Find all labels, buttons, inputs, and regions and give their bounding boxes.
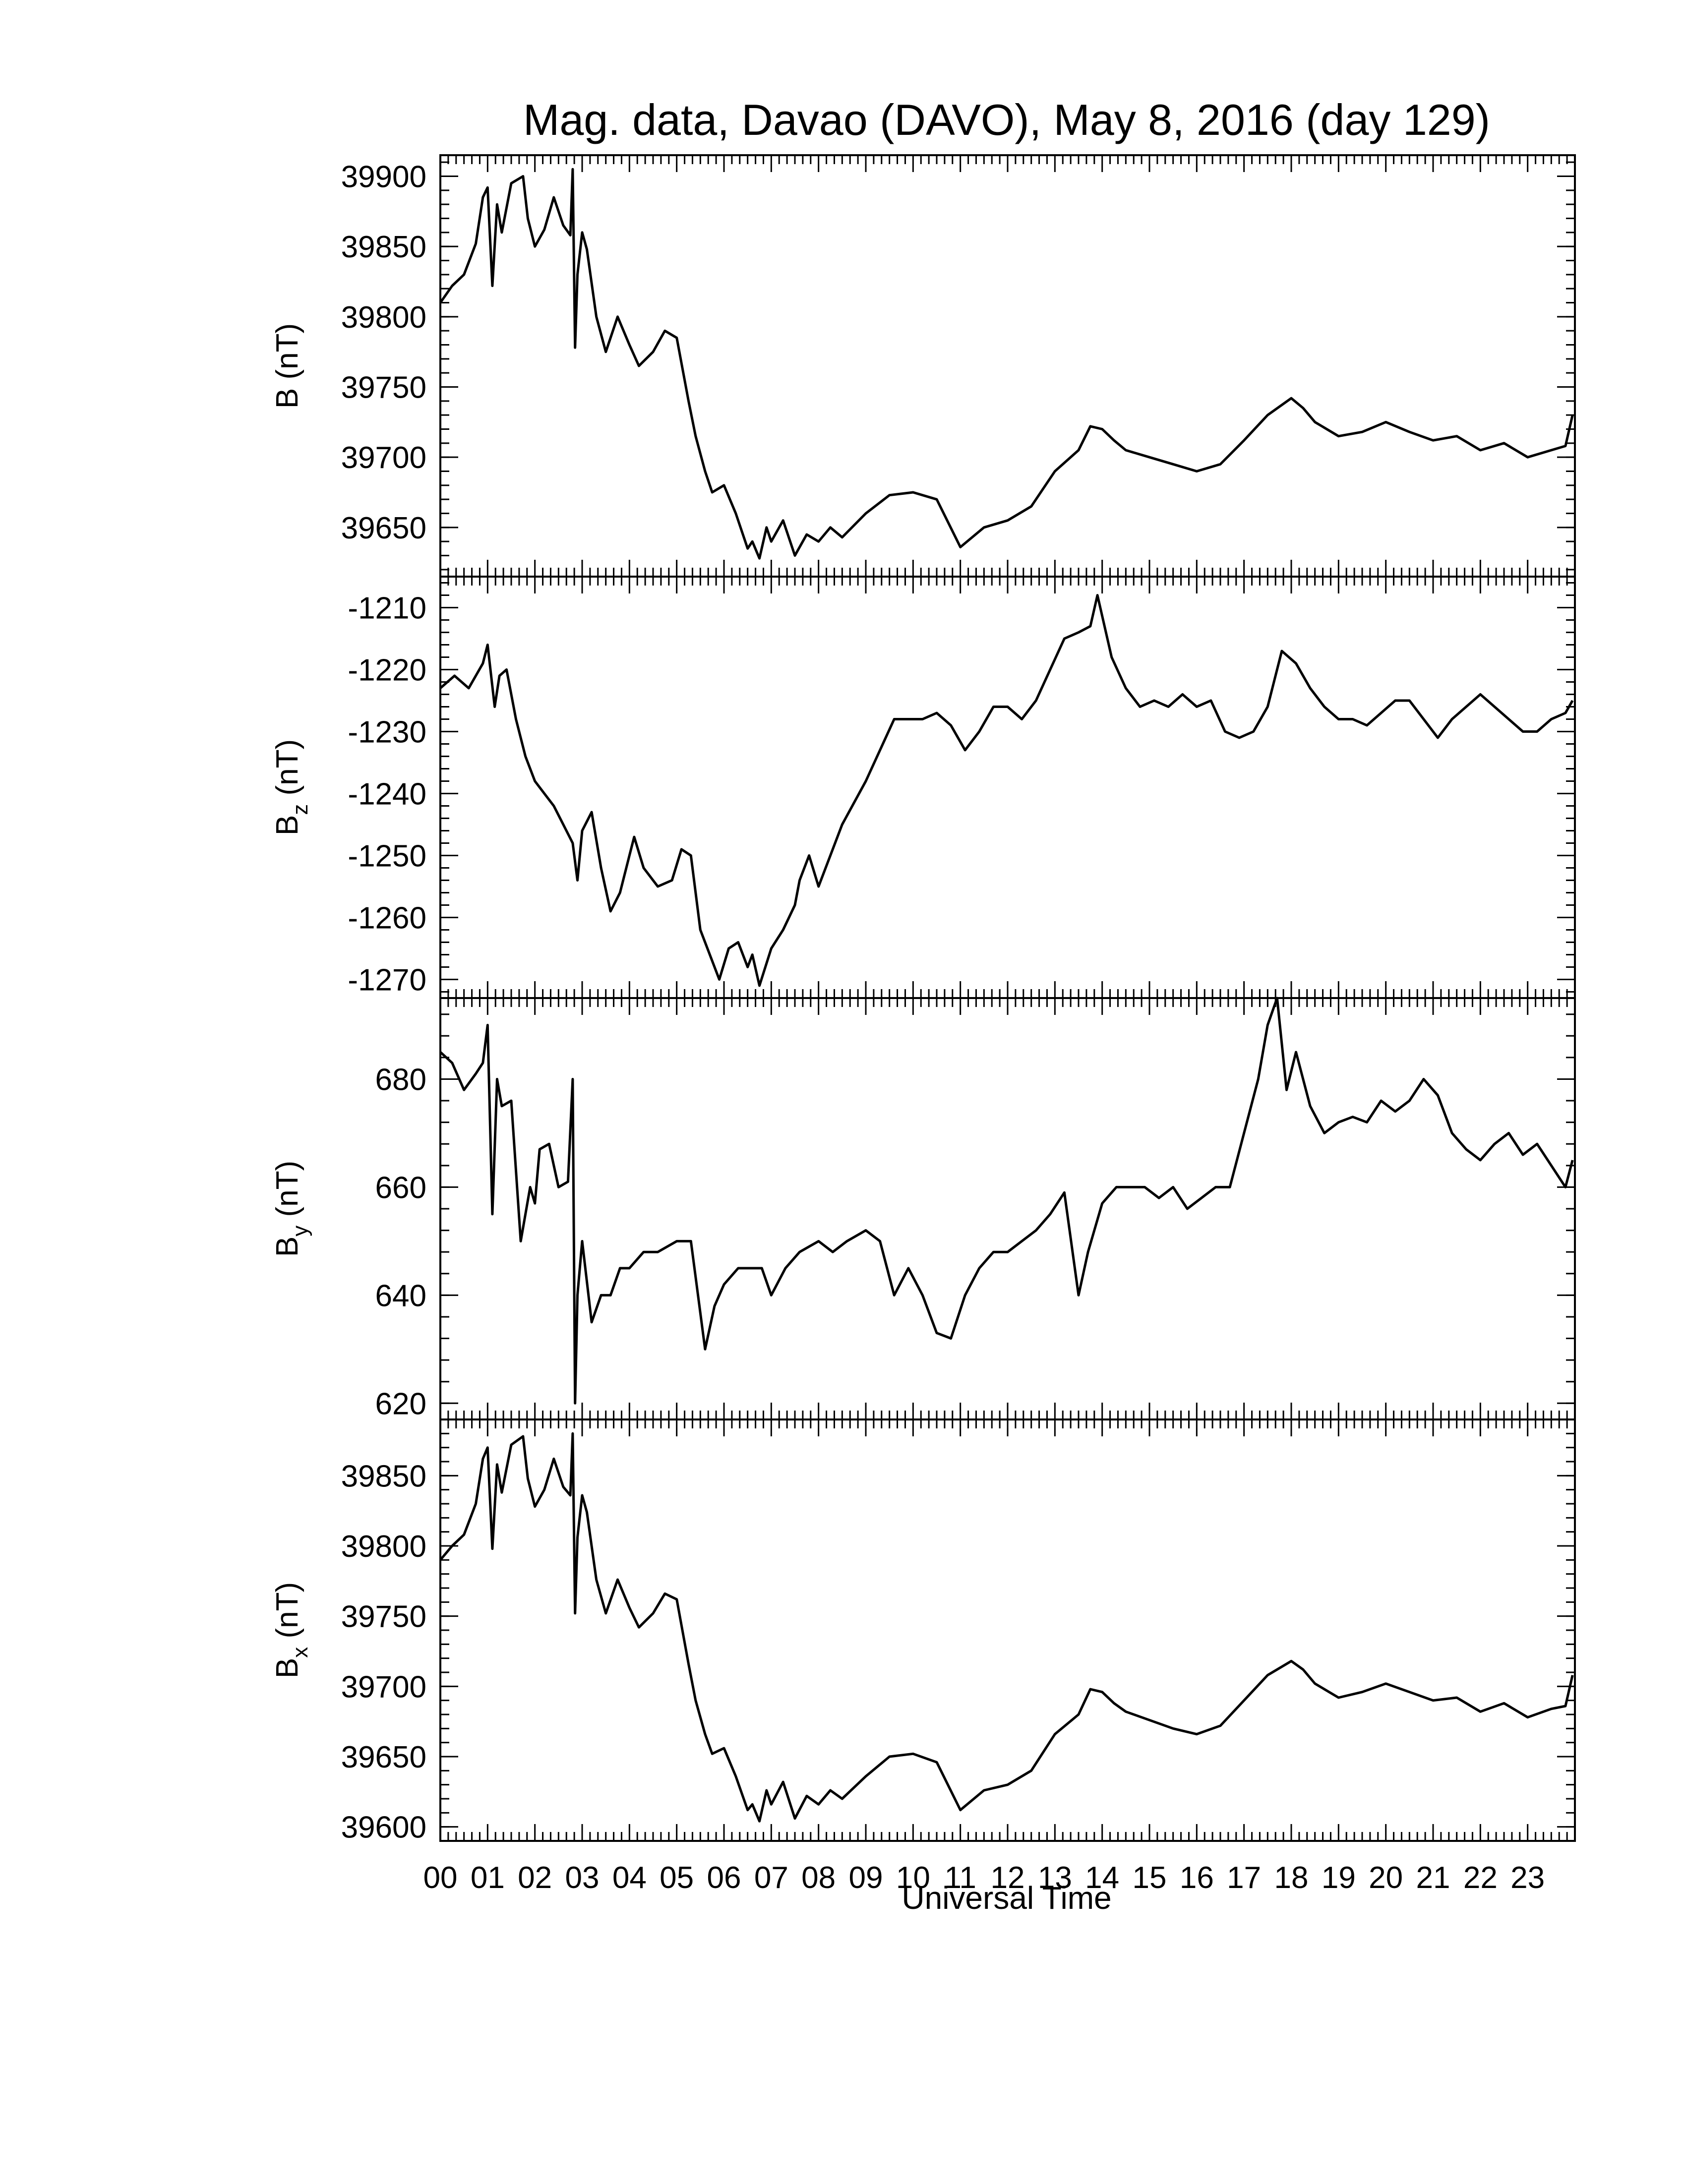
x-tick-label: 03 — [565, 1861, 600, 1895]
x-tick-label: 19 — [1322, 1861, 1356, 1895]
x-tick-label: 07 — [754, 1861, 788, 1895]
y-tick-label: 39850 — [341, 1459, 426, 1493]
y-axis-label: Bx (nT) — [270, 1582, 312, 1678]
x-tick-label: 12 — [991, 1861, 1025, 1895]
y-tick-label: -1230 — [348, 715, 426, 750]
y-tick-label: 660 — [375, 1171, 426, 1205]
chart-title: Mag. data, Davao (DAVO), May 8, 2016 (da… — [523, 95, 1490, 144]
x-tick-label: 08 — [801, 1861, 836, 1895]
y-tick-label: 39750 — [341, 1600, 426, 1634]
x-tick-label: 21 — [1416, 1861, 1450, 1895]
y-tick-label: 39600 — [341, 1811, 426, 1845]
x-tick-label: 10 — [896, 1861, 930, 1895]
y-tick-label: -1260 — [348, 901, 426, 936]
x-tick-label: 22 — [1463, 1861, 1498, 1895]
y-tick-label: 39650 — [341, 1740, 426, 1774]
x-tick-label: 09 — [849, 1861, 883, 1895]
x-tick-label: 05 — [660, 1861, 694, 1895]
y-tick-label: 39900 — [341, 160, 426, 194]
panel-frame — [439, 997, 1576, 1420]
y-tick-label: 39700 — [341, 441, 426, 475]
panel-frame — [439, 576, 1576, 999]
y-tick-label: 39650 — [341, 511, 426, 545]
y-tick-label: 39800 — [341, 1530, 426, 1564]
x-tick-label: 15 — [1133, 1861, 1167, 1895]
y-axis-label: By (nT) — [270, 1161, 312, 1257]
y-tick-label: 39850 — [341, 230, 426, 264]
y-tick-label: 39700 — [341, 1670, 426, 1704]
y-tick-label: 39750 — [341, 371, 426, 405]
panel-0: 39650 39700 39750 39800 39850 39900 B (nT) — [270, 154, 1576, 578]
panel-1: -1270 -1260 -1250 -1240 -1230 -1220 -1210 Bz (n… — [270, 576, 1576, 999]
x-tick-label: 16 — [1180, 1861, 1214, 1895]
panel-frame — [439, 1418, 1576, 1842]
y-tick-label: 680 — [375, 1062, 426, 1097]
x-tick-label: 11 — [944, 1861, 976, 1895]
x-tick-label: 06 — [707, 1861, 741, 1895]
x-tick-label: 13 — [1038, 1861, 1072, 1895]
y-tick-label: -1240 — [348, 777, 426, 812]
series-line — [439, 168, 1574, 560]
y-tick-label: -1220 — [348, 653, 426, 688]
y-tick-label: 640 — [375, 1279, 426, 1313]
x-axis-label: Universal Time — [902, 1880, 1111, 1916]
y-tick-label: -1250 — [348, 839, 426, 874]
y-tick-label: -1210 — [348, 591, 426, 626]
series-line — [439, 594, 1574, 987]
x-tick-label: 18 — [1274, 1861, 1309, 1895]
x-tick-label: 23 — [1510, 1861, 1545, 1895]
x-tick-label: 02 — [518, 1861, 552, 1895]
x-tick-label: 01 — [471, 1861, 505, 1895]
y-tick-label: 39800 — [341, 300, 426, 335]
x-tick-label: 17 — [1227, 1861, 1261, 1895]
x-tick-label: 04 — [612, 1861, 647, 1895]
panels: 39650 39700 39750 39800 39850 39900 B (nT) -127… — [270, 154, 1576, 1845]
panel-frame — [439, 154, 1576, 578]
x-tick-labels: 00 01 02 03 04 05 06 07 08 09 10 11 12 13 14 15 16 17 18 19… — [423, 1861, 1545, 1895]
x-tick-label: 14 — [1085, 1861, 1119, 1895]
y-tick-label: -1270 — [348, 963, 426, 998]
y-axis-label: Bz (nT) — [270, 739, 312, 835]
x-tick-label: 20 — [1369, 1861, 1403, 1895]
x-tick-label: 00 — [423, 1861, 458, 1895]
y-axis-label: B (nT) — [270, 323, 304, 409]
panel-2: 620 640 660 680 By (nT) — [270, 997, 1576, 1421]
panel-3: 39600 39650 39700 39750 39800 39850 Bx (nT) — [270, 1418, 1576, 1845]
series-line — [439, 1432, 1574, 1823]
y-tick-label: 620 — [375, 1387, 426, 1421]
series-line — [439, 997, 1574, 1405]
